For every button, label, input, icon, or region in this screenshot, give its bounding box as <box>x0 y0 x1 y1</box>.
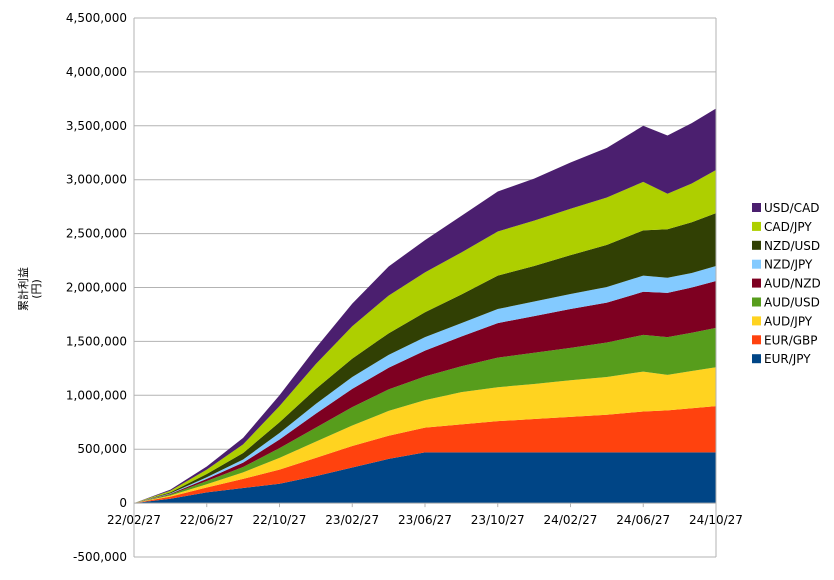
legend-label: AUD/JPY <box>764 314 813 328</box>
legend-swatch <box>752 221 761 231</box>
y-axis-label-text: 累計利益 <box>16 267 30 311</box>
legend-swatch <box>752 278 761 288</box>
legend-label: NZD/USD <box>764 239 820 253</box>
legend-swatch <box>752 335 761 345</box>
y-tick-label: -500,000 <box>73 550 127 564</box>
legend-label: EUR/GBP <box>764 333 818 347</box>
y-tick-label: 1,500,000 <box>66 334 127 348</box>
x-tick-label: 24/10/27 <box>689 513 743 527</box>
y-tick-label: 2,500,000 <box>66 227 127 241</box>
legend-label: EUR/JPY <box>764 352 811 366</box>
legend-swatch <box>752 297 761 307</box>
legend-swatch <box>752 203 761 212</box>
legend-label: CAD/JPY <box>764 220 812 234</box>
y-tick-label: 3,500,000 <box>66 119 127 133</box>
legend: USD/CAD CAD/JPY NZD/USD NZD/JPY AUD/NZD AUD/U… <box>752 201 821 366</box>
x-tick-label: 24/06/27 <box>616 513 670 527</box>
legend-label: AUD/USD <box>764 296 820 310</box>
y-tick-label: 3,000,000 <box>66 173 127 187</box>
area-series-aud-usd <box>134 318 716 504</box>
y-tick-label: 4,000,000 <box>66 65 127 79</box>
y-axis-label: 累計利益 (円) <box>16 267 43 311</box>
legend-swatch <box>752 240 761 250</box>
y-tick-label: 4,500,000 <box>66 11 127 25</box>
legend-swatch <box>752 259 761 269</box>
x-tick-label: 23/10/27 <box>471 513 525 527</box>
x-tick-label: 23/02/27 <box>325 513 379 527</box>
y-tick-label: 500,000 <box>77 442 127 456</box>
x-tick-label: 23/06/27 <box>398 513 452 527</box>
area-series-nzd-jpy <box>134 254 716 504</box>
area-series-usd-cad <box>134 86 716 504</box>
y-tick-labels: -500,000 0 500,000 1,000,000 1,500,000 2,000,… <box>66 11 127 564</box>
legend-label: NZD/JPY <box>764 258 813 272</box>
legend-label: AUD/NZD <box>764 277 821 291</box>
legend-swatch <box>752 316 761 326</box>
x-tick-label: 22/02/27 <box>107 513 161 527</box>
area-series-nzd-usd <box>134 198 716 504</box>
y-tick-label: 0 <box>119 496 127 510</box>
area-series-eur-gbp <box>134 401 716 504</box>
area-series-eur-jpy <box>134 452 716 504</box>
x-tick-label: 22/06/27 <box>180 513 234 527</box>
area-series-group <box>134 86 716 504</box>
y-tick-label: 2,000,000 <box>66 281 127 295</box>
y-tick-label: 1,000,000 <box>66 388 127 402</box>
x-tick-label: 24/02/27 <box>544 513 598 527</box>
legend-label: USD/CAD <box>764 201 820 215</box>
area-series-cad-jpy <box>134 151 716 504</box>
area-series-aud-jpy <box>134 358 716 504</box>
area-series-aud-nzd <box>134 270 716 504</box>
legend-swatch <box>752 354 761 364</box>
x-tick-label: 22/10/27 <box>253 513 307 527</box>
y-axis-unit-text: (円) <box>30 279 43 299</box>
x-tick-labels: 22/02/27 22/06/27 22/10/27 23/02/27 23/06/27… <box>107 503 743 527</box>
